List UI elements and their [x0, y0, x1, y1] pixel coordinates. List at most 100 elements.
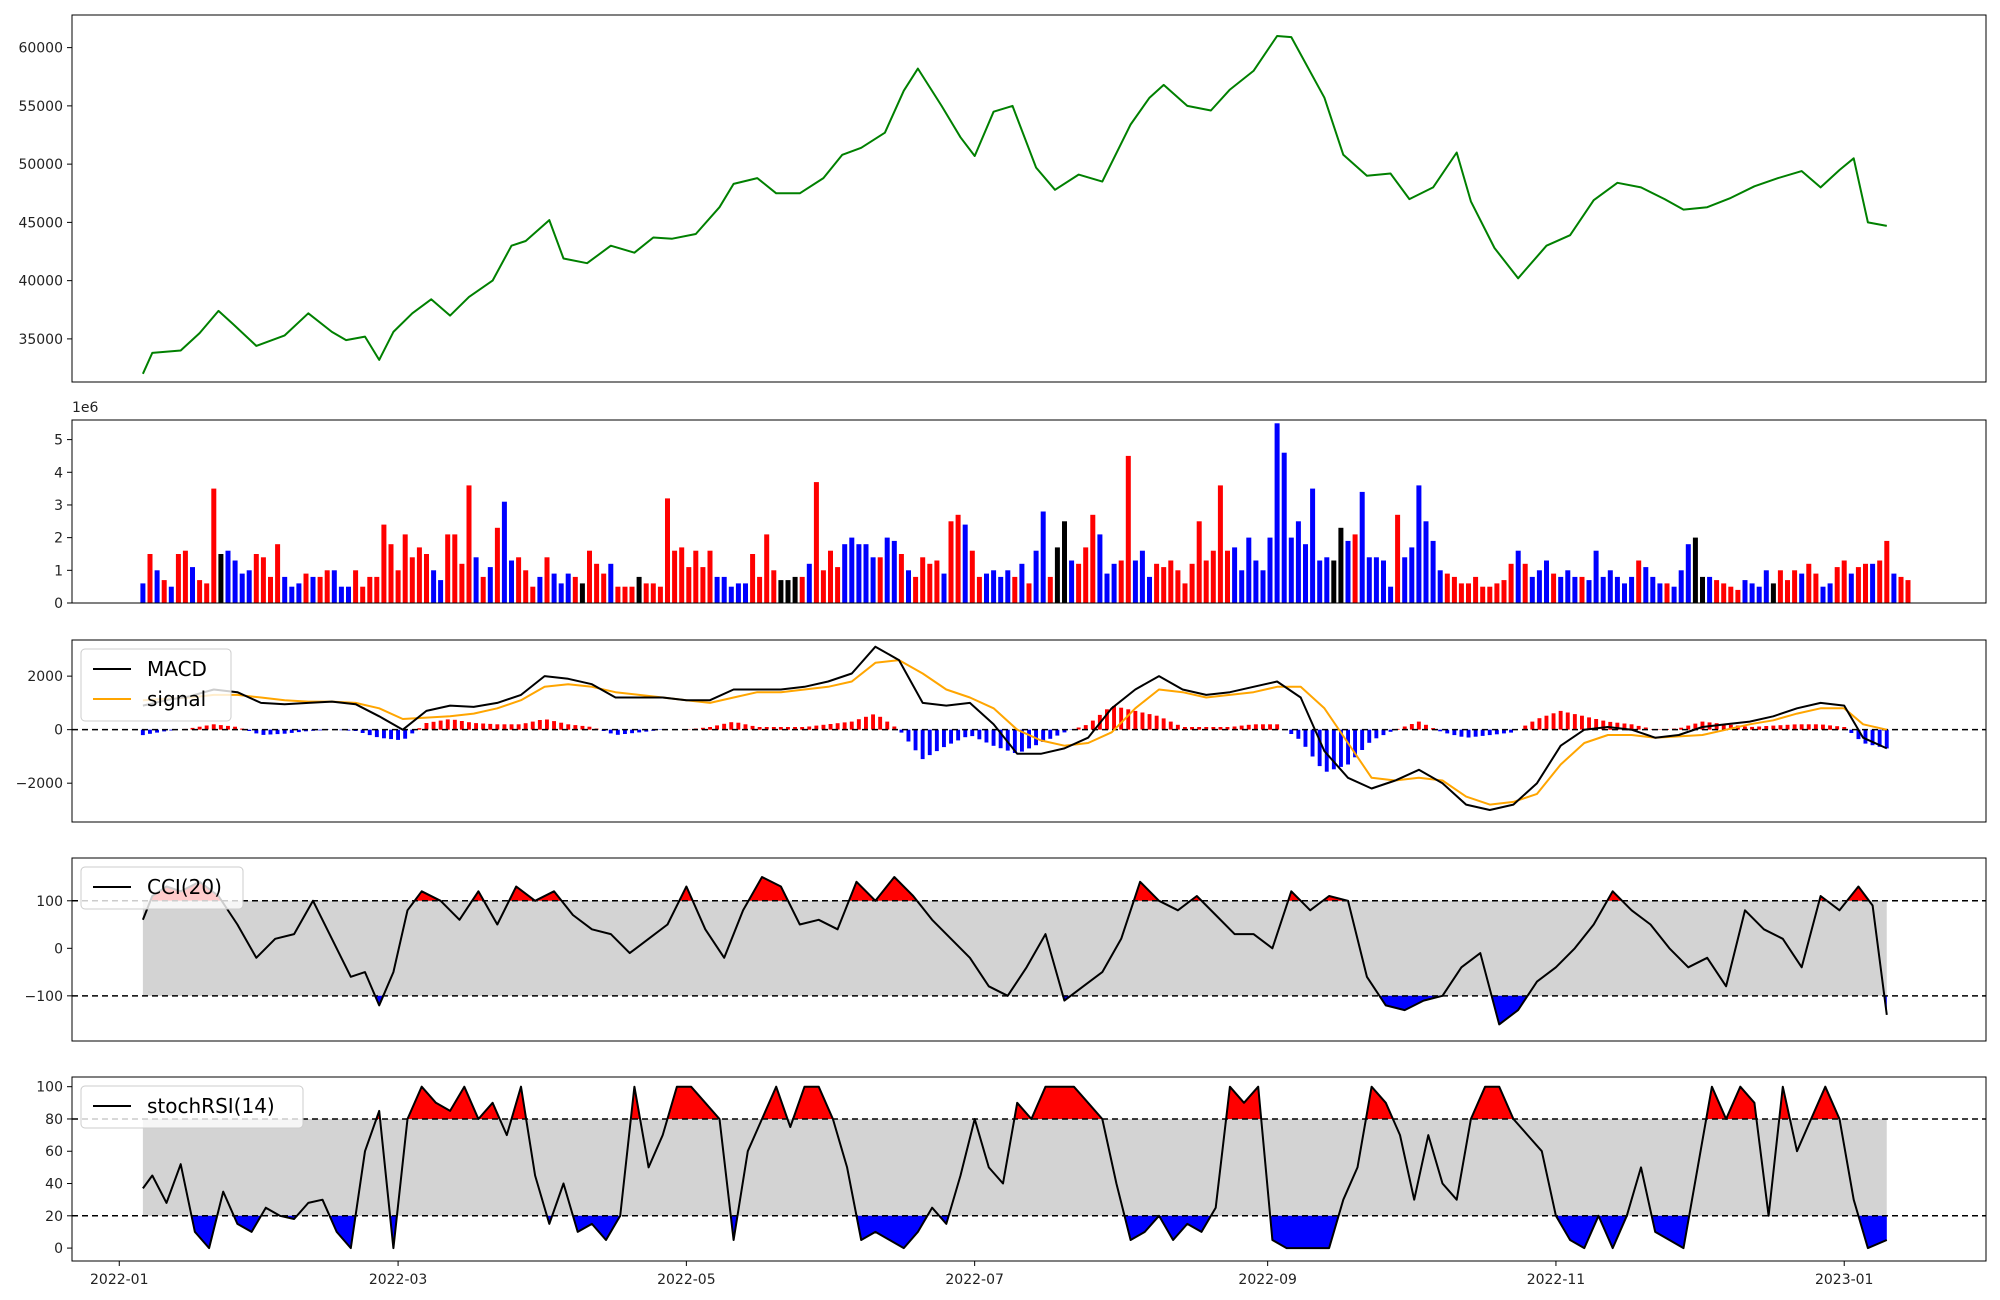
- volume-bar: [1203, 560, 1209, 603]
- volume-bar: [1359, 491, 1365, 603]
- volume-bar: [579, 583, 585, 603]
- volume-bar: [1132, 560, 1138, 603]
- volume-bar: [1366, 557, 1372, 604]
- volume-bar: [1210, 550, 1216, 603]
- macd-histogram-bar: [488, 723, 493, 730]
- macd-histogram-bar: [842, 722, 847, 730]
- volume-bar: [1891, 573, 1897, 603]
- volume-bar: [1508, 563, 1514, 603]
- macd-histogram-bar: [1218, 727, 1223, 730]
- volume-bar: [1770, 583, 1776, 603]
- price-ytick-label: 50000: [18, 157, 63, 173]
- macd-histogram-bar: [778, 727, 783, 730]
- price-panel: 35000 40000 45000 50000 55000 60000: [18, 14, 1987, 383]
- volume-bar: [303, 573, 309, 603]
- macd-histogram-bar: [1253, 724, 1258, 730]
- volume-bar: [431, 570, 437, 603]
- volume-bar: [537, 576, 543, 603]
- macd-histogram-bar: [1792, 724, 1797, 730]
- macd-histogram-bar: [1339, 729, 1343, 767]
- macd-histogram-bar: [1806, 724, 1811, 730]
- volume-bar: [1834, 567, 1840, 603]
- macd-histogram-bar: [1601, 720, 1606, 730]
- cci-overbought-fill: [1133, 881, 1159, 901]
- volume-bar: [1225, 550, 1230, 603]
- volume-bar: [1168, 560, 1174, 603]
- macd-histogram-bar: [1331, 729, 1336, 770]
- macd-histogram-bar: [1863, 729, 1868, 744]
- volume-bar: [1338, 527, 1344, 603]
- volume-bar: [324, 570, 330, 603]
- macd-histogram-bar: [1402, 726, 1407, 730]
- cci-overbought-fill: [472, 891, 484, 901]
- stochrsi-overbought-fill: [793, 1086, 833, 1119]
- macd-histogram-bar: [140, 729, 145, 736]
- macd-histogram-bar: [318, 729, 323, 731]
- macd-histogram-bar: [1587, 717, 1591, 730]
- macd-histogram-bar: [374, 729, 379, 738]
- volume-bar: [813, 482, 819, 603]
- macd-legend-label: signal: [147, 687, 206, 711]
- macd-legend-box: [80, 648, 232, 722]
- stochrsi-neutral-band: [142, 1118, 1887, 1216]
- volume-bar: [828, 550, 833, 603]
- stochrsi-oversold-fill: [1124, 1215, 1211, 1240]
- volume-scale-label: 1e6: [72, 400, 99, 416]
- macd-histogram-bar: [587, 726, 592, 730]
- volume-bar: [1863, 563, 1868, 603]
- macd-histogram-bar: [509, 724, 514, 730]
- macd-histogram-bar: [1494, 729, 1499, 735]
- macd-histogram-bar: [1005, 729, 1010, 751]
- volume-bar: [1118, 560, 1124, 603]
- macd-histogram-bar: [1764, 726, 1769, 730]
- cci-legend-box: [80, 866, 244, 910]
- macd-histogram-bar: [1530, 721, 1535, 730]
- volume-bar: [1352, 534, 1358, 603]
- volume-ytick-label: 4: [54, 465, 63, 481]
- volume-bar: [1466, 583, 1471, 603]
- macd-histogram-bar: [913, 729, 918, 751]
- macd-histogram-bar: [906, 729, 911, 742]
- volume-bar: [1097, 534, 1103, 603]
- macd-histogram-bar: [1261, 724, 1265, 730]
- macd-histogram-bar: [1679, 727, 1684, 730]
- volume-bar: [792, 576, 798, 603]
- volume-bar: [353, 570, 359, 603]
- volume-bar: [1281, 452, 1287, 603]
- macd-histogram-bar: [1750, 726, 1754, 730]
- volume-bar: [409, 557, 415, 604]
- macd-histogram-bar: [1551, 713, 1556, 730]
- volume-bar: [799, 576, 805, 603]
- volume-bar: [721, 576, 727, 603]
- macd-histogram-bar: [431, 721, 436, 730]
- macd-histogram-bar: [1225, 727, 1230, 730]
- macd-histogram-bar: [1353, 729, 1357, 758]
- volume-bar: [168, 586, 174, 603]
- macd-histogram-bar: [1757, 726, 1762, 730]
- stochrsi-ytick-label: 60: [45, 1144, 63, 1160]
- volume-bar: [657, 586, 663, 603]
- volume-ytick-label: 3: [54, 498, 63, 514]
- volume-bar: [693, 550, 699, 603]
- macd-histogram-bar: [452, 719, 457, 730]
- macd-histogram-bar: [1572, 714, 1577, 730]
- macd-histogram-bar: [1608, 721, 1613, 730]
- volume-bar: [402, 534, 408, 603]
- volume-bar: [934, 560, 940, 603]
- volume-bar: [225, 550, 231, 603]
- price-ytick-label: 45000: [18, 215, 63, 231]
- volume-bar: [750, 554, 756, 603]
- volume-bar: [204, 583, 210, 603]
- volume-bar: [367, 576, 373, 603]
- volume-bar: [1083, 547, 1089, 603]
- volume-bar: [1664, 583, 1670, 603]
- macd-histogram-bar: [956, 729, 961, 741]
- macd-histogram-bar: [644, 729, 649, 732]
- volume-bar: [1785, 580, 1790, 603]
- macd-histogram-bar: [1388, 729, 1393, 732]
- macd-histogram-bar: [268, 729, 273, 735]
- volume-bar: [1033, 550, 1039, 603]
- macd-histogram-bar: [771, 727, 776, 730]
- stochrsi-oversold-fill: [329, 1215, 356, 1249]
- x-tick-label: 2022-05: [657, 1272, 716, 1288]
